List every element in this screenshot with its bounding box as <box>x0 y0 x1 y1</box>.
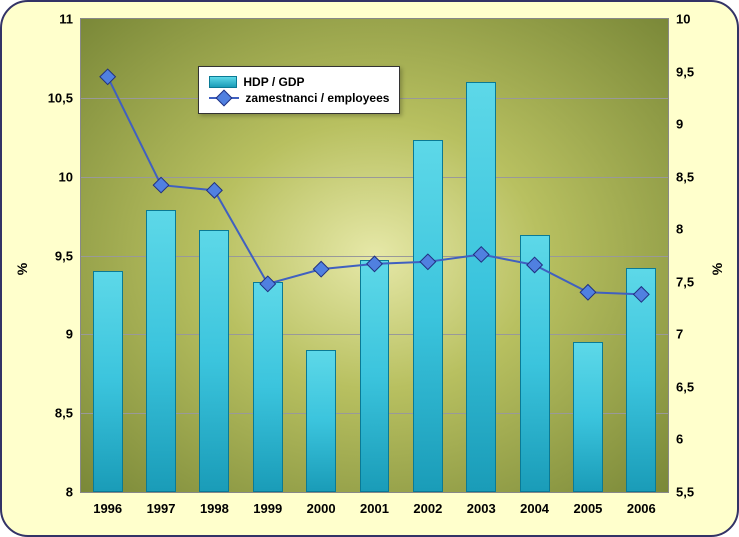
diamond-marker-icon <box>153 177 169 193</box>
y-left-tick-label: 9 <box>33 327 73 342</box>
bar <box>573 342 603 492</box>
bar <box>520 235 550 492</box>
legend-entry-line: zamestnanci / employees <box>209 91 389 105</box>
y-right-tick-label: 10 <box>676 12 716 27</box>
line-swatch-icon <box>209 91 239 105</box>
x-tick-label: 2000 <box>307 501 336 516</box>
y-left-tick-label: 8 <box>33 485 73 500</box>
bar <box>413 140 443 492</box>
x-tick-label: 2003 <box>467 501 496 516</box>
bar-swatch-icon <box>209 76 237 88</box>
x-tick-label: 2002 <box>413 501 442 516</box>
diamond-marker-icon <box>313 261 329 277</box>
legend-line-label: zamestnanci / employees <box>245 91 389 105</box>
x-tick-label: 2006 <box>627 501 656 516</box>
y-left-tick-label: 10,5 <box>33 90 73 105</box>
x-tick-label: 2004 <box>520 501 549 516</box>
legend-bar-label: HDP / GDP <box>243 75 304 89</box>
y-left-tick-label: 10 <box>33 169 73 184</box>
chart-frame: % % HDP / GDP zamestnanci / employees 88… <box>0 0 739 537</box>
bar <box>360 260 390 492</box>
x-tick-label: 1998 <box>200 501 229 516</box>
x-tick-label: 1999 <box>253 501 282 516</box>
y-right-tick-label: 7 <box>676 327 716 342</box>
bar <box>306 350 336 492</box>
y-axis-left-title: % <box>14 262 30 274</box>
plot-area: HDP / GDP zamestnanci / employees 88,599… <box>80 18 669 493</box>
bar <box>93 271 123 492</box>
y-right-tick-label: 6 <box>676 432 716 447</box>
diamond-marker-icon <box>207 183 223 199</box>
x-tick-label: 1996 <box>93 501 122 516</box>
bar <box>253 282 283 492</box>
y-right-tick-label: 8,5 <box>676 169 716 184</box>
y-right-tick-label: 7,5 <box>676 274 716 289</box>
x-tick-label: 1997 <box>147 501 176 516</box>
x-tick-label: 2001 <box>360 501 389 516</box>
legend-entry-bars: HDP / GDP <box>209 75 389 89</box>
legend: HDP / GDP zamestnanci / employees <box>198 66 400 114</box>
bar <box>466 82 496 492</box>
y-right-tick-label: 9,5 <box>676 64 716 79</box>
y-right-tick-label: 6,5 <box>676 379 716 394</box>
y-left-tick-label: 11 <box>33 12 73 27</box>
y-right-tick-label: 9 <box>676 117 716 132</box>
y-left-tick-label: 9,5 <box>33 248 73 263</box>
diamond-marker-icon <box>100 69 116 85</box>
y-axis-right-title: % <box>709 262 725 274</box>
x-tick-label: 2005 <box>573 501 602 516</box>
y-left-tick-label: 8,5 <box>33 406 73 421</box>
y-right-tick-label: 5,5 <box>676 485 716 500</box>
bar <box>199 230 229 492</box>
y-right-tick-label: 8 <box>676 222 716 237</box>
grid-line <box>81 177 668 178</box>
bar <box>146 210 176 492</box>
bar <box>626 268 656 492</box>
diamond-marker-icon <box>580 285 596 301</box>
